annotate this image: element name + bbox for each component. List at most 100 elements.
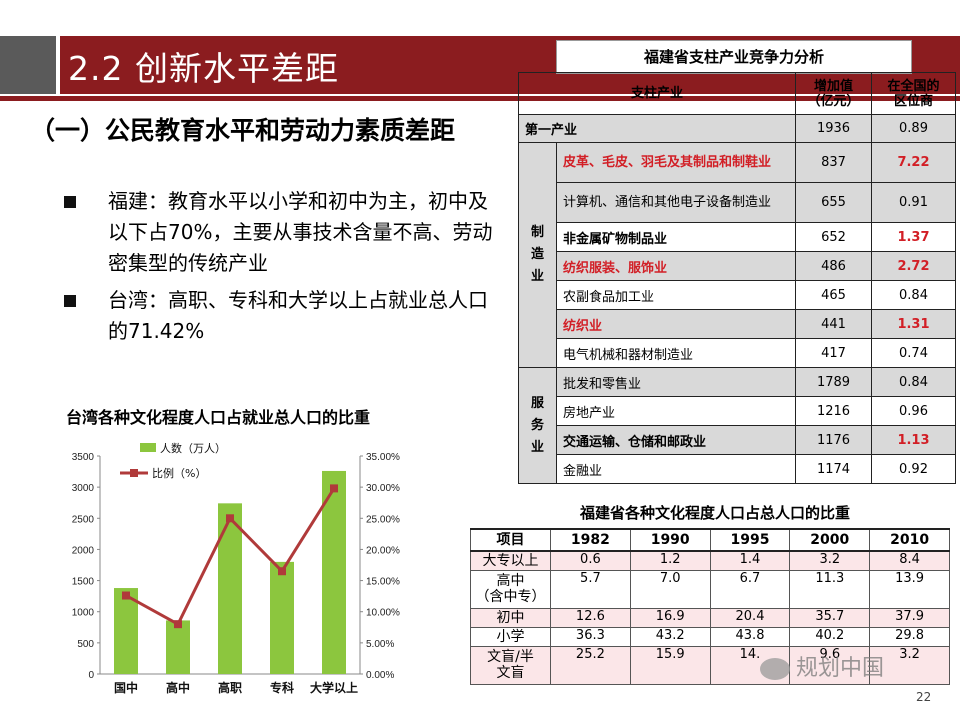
- industry-name: 房地产业: [556, 396, 796, 426]
- table-row: 大专以上 0.6 1.2 1.4 3.2 8.4: [470, 550, 950, 571]
- table-row: 电气机械和器材制造业 417 0.74: [519, 338, 956, 368]
- col-header-quotient-line: 在全国的: [887, 78, 940, 94]
- table-header-row: 支柱产业 增加值 （亿元） 在全国的 区位商: [518, 72, 956, 115]
- cell-value: 6.7: [709, 569, 791, 609]
- square-bullet-icon: [64, 295, 76, 307]
- industry-value: 1176: [795, 425, 872, 455]
- industry-name: 非金属矿物制品业: [556, 222, 796, 252]
- cell-value: 1.2: [629, 550, 711, 571]
- cell-value: 25.2: [550, 645, 631, 685]
- cell-value: 9.6: [789, 645, 871, 685]
- y-tick-label: 3500: [72, 452, 95, 463]
- col-header: 项目: [470, 528, 551, 552]
- row-label: 小学: [470, 626, 551, 647]
- x-tick-label: 专科: [270, 680, 294, 695]
- cell-value: 12.6: [550, 607, 631, 628]
- watermark: 规划中国: [760, 650, 884, 682]
- industry-name: 批发和零售业: [556, 367, 796, 397]
- table-row: 农副食品加工业 465 0.84: [519, 280, 956, 310]
- bar: [270, 561, 294, 674]
- x-tick-label: 高职: [218, 680, 242, 695]
- table-row: 服务业 批发和零售业 1789 0.84: [518, 367, 956, 484]
- cell-value: 37.9: [869, 607, 950, 628]
- cell-value: 20.4: [709, 607, 791, 628]
- table-row: 初中 12.6 16.9 20.4 35.7 37.9: [470, 607, 950, 628]
- bullet-text: 台湾：高职、专科和大学以上占就业总人口的71.42%: [108, 288, 488, 343]
- cell-value: 15.9: [629, 645, 711, 685]
- legend-label: 人数（万人）: [160, 442, 226, 455]
- industry-name: 金融业: [556, 454, 796, 484]
- industry-name: 纺织业: [556, 309, 796, 339]
- slide-title: 2.2 创新水平差距: [68, 49, 339, 88]
- industry-name: 交通运输、仓储和邮政业: [556, 425, 796, 455]
- x-tick-label: 国中: [114, 680, 138, 695]
- industry-table: 支柱产业 增加值 （亿元） 在全国的 区位商 第一产业 1936 0.89 制造业 …: [518, 72, 956, 484]
- industry-quotient: 1.13: [871, 425, 956, 455]
- industry-quotient: 0.84: [871, 367, 956, 397]
- table-row: 纺织业 441 1.31: [519, 309, 956, 339]
- industry-value: 837: [795, 142, 872, 183]
- table-row: 小学 36.3 43.2 43.8 40.2 29.8: [470, 626, 950, 647]
- cell-value: 35.7: [789, 607, 871, 628]
- y2-tick-label: 35.00%: [366, 452, 400, 463]
- category-services: 服务业: [518, 367, 557, 484]
- bar: [114, 588, 138, 674]
- y-tick-label: 0: [88, 670, 94, 681]
- col-header: 1995: [709, 528, 791, 552]
- row-label: 初中: [470, 607, 551, 628]
- col-header: 2010: [869, 528, 950, 552]
- cell-value: 40.2: [789, 626, 871, 647]
- industry-quotient: 1.31: [871, 309, 956, 339]
- bullet-item: 台湾：高职、专科和大学以上占就业总人口的71.42%: [64, 285, 494, 347]
- cell-value: 16.9: [629, 607, 711, 628]
- bar: [166, 620, 190, 674]
- y-tick-label: 1500: [72, 577, 95, 588]
- col-header-value: 增加值 （亿元）: [795, 72, 872, 115]
- table-row: 交通运输、仓储和邮政业 1176 1.13: [519, 425, 956, 455]
- row-label-line: 高中: [496, 573, 525, 589]
- industry-quotient: 1.37: [871, 222, 956, 252]
- industry-name: 农副食品加工业: [556, 280, 796, 310]
- row-label: 大专以上: [470, 550, 551, 571]
- industry-name: 皮革、毛皮、羽毛及其制品和制鞋业: [556, 142, 796, 183]
- y2-tick-label: 20.00%: [366, 545, 400, 556]
- y-tick-label: 2500: [72, 514, 95, 525]
- industry-value: 652: [795, 222, 872, 252]
- y-tick-label: 2000: [72, 545, 95, 556]
- title-bar-accent: [0, 36, 56, 94]
- industry-value: 441: [795, 309, 872, 339]
- row-label: 文盲/半 文盲: [470, 645, 551, 685]
- industry-quotient: 0.74: [871, 338, 956, 368]
- y2-tick-label: 10.00%: [366, 608, 400, 619]
- row-label-line: （含中专）: [475, 589, 546, 605]
- industry-value: 1789: [795, 367, 872, 397]
- industry-value: 1174: [795, 454, 872, 484]
- table-row: 制造业 皮革、毛皮、羽毛及其制品和制鞋业 837 7.22: [518, 142, 956, 368]
- y-tick-label: 500: [77, 639, 94, 650]
- industry-quotient: 0.84: [871, 280, 956, 310]
- industry-value: 417: [795, 338, 872, 368]
- line-point: [330, 484, 338, 493]
- table-row: 纺织服装、服饰业 486 2.72: [519, 251, 956, 281]
- row-label: 高中 （含中专）: [470, 569, 551, 609]
- cell-value: 13.9: [869, 569, 950, 609]
- cell-value: 43.8: [709, 626, 791, 647]
- table-row: 高中 （含中专） 5.7 7.0 6.7 11.3 13.9: [470, 569, 950, 609]
- col-header-quotient-line: 区位商: [893, 93, 933, 109]
- y2-tick-label: 25.00%: [366, 514, 400, 525]
- title-divider: [0, 96, 960, 101]
- industry-table-title: 福建省支柱产业竞争力分析: [556, 40, 912, 74]
- y2-tick-label: 15.00%: [366, 577, 400, 588]
- employment-education-chart: 0 0.00% 500 5.00% 1000 10.00% 1500 15.00% 2000 20…: [72, 442, 400, 695]
- section-subheading: （一）公民教育水平和劳动力素质差距: [30, 116, 456, 145]
- industry-quotient: 0.89: [871, 114, 956, 143]
- row-label-line: 文盲: [496, 665, 525, 681]
- cell-value: 11.3: [789, 569, 871, 609]
- industry-quotient: 7.22: [871, 142, 956, 183]
- col-header-value-line: （亿元）: [807, 93, 860, 109]
- table-row: 文盲/半 文盲 25.2 15.9 14. 9.6 3.2: [470, 645, 950, 685]
- table-header-row: 项目 1982 1990 1995 2000 2010: [470, 528, 950, 552]
- industry-value: 1216: [795, 396, 872, 426]
- table-row: 非金属矿物制品业 652 1.37: [519, 222, 956, 252]
- industry-quotient: 2.72: [871, 251, 956, 281]
